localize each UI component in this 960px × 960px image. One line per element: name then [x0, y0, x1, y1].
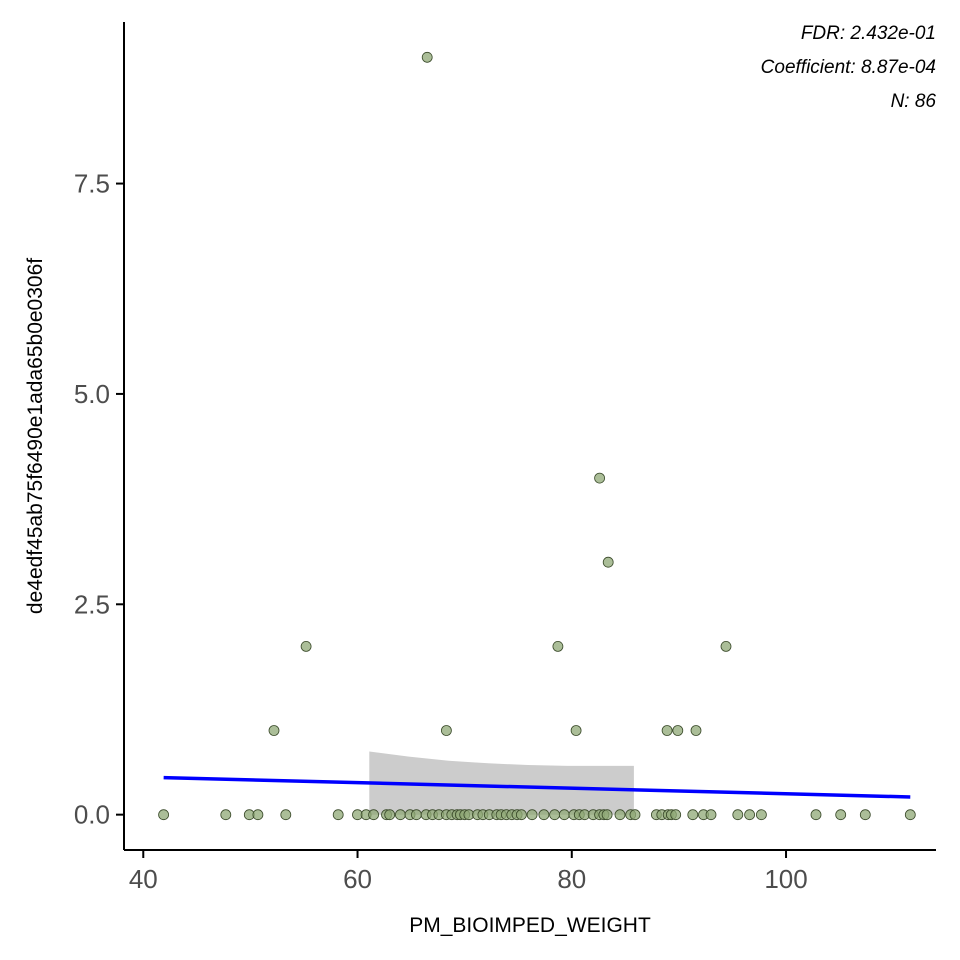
data-point [661, 725, 673, 736]
data-point [629, 809, 641, 821]
data-point [384, 809, 396, 821]
data-point [268, 725, 280, 736]
stat-fdr: FDR: 2.432e-01 [801, 23, 936, 44]
y-tick-label: 5.0 [74, 379, 110, 409]
stat-n: N: 86 [891, 91, 937, 112]
data-point [252, 809, 264, 821]
data-point [602, 556, 614, 568]
data-point [516, 809, 527, 821]
fit-line-layer [163, 775, 911, 799]
data-point [670, 809, 682, 821]
data-point [705, 809, 717, 821]
x-tick-label: 80 [557, 864, 586, 894]
data-point [756, 809, 767, 821]
data-point [440, 725, 452, 736]
data-point [835, 809, 847, 821]
data-point [570, 725, 582, 736]
data-point [594, 472, 605, 484]
x-axis-title: PM_BIOIMPED_WEIGHT [409, 914, 651, 937]
data-point [904, 809, 916, 821]
data-point [687, 809, 699, 821]
data-point [410, 809, 422, 821]
x-tick-label: 40 [129, 864, 158, 894]
data-point [672, 725, 684, 736]
data-point [614, 809, 626, 821]
y-axis-ticks: 0.0 2.5 5.0 7.5 [74, 169, 124, 830]
y-tick-label: 2.5 [74, 589, 110, 619]
data-point [220, 809, 232, 821]
confidence-band [369, 751, 634, 815]
data-point [859, 809, 871, 821]
regression-line [163, 775, 911, 799]
y-tick-label: 0.0 [74, 800, 110, 830]
data-point [732, 809, 744, 821]
y-tick-label: 7.5 [74, 169, 110, 199]
data-point [549, 809, 560, 821]
data-point [280, 809, 292, 821]
data-point [690, 725, 702, 736]
data-point [744, 809, 755, 821]
data-point [158, 809, 170, 821]
data-point [332, 809, 344, 821]
ci-band-layer [369, 751, 634, 815]
data-point [601, 809, 613, 821]
data-point [368, 809, 380, 821]
data-point [552, 641, 564, 652]
y-axis-title: de4edf45ab75f6490e1ada65b0e0306f [24, 258, 47, 614]
data-point [810, 809, 822, 821]
data-point [394, 809, 406, 821]
data-point [421, 51, 433, 63]
x-tick-label: 100 [764, 864, 807, 894]
points-layer [158, 51, 916, 821]
data-point [720, 641, 732, 652]
data-point [538, 809, 550, 821]
x-axis-ticks: 40 60 80 100 [129, 850, 808, 894]
data-point [300, 641, 312, 652]
data-point [558, 809, 570, 821]
stat-coefficient: Coefficient: 8.87e-04 [761, 57, 936, 78]
data-point [526, 809, 538, 821]
x-tick-label: 60 [343, 864, 372, 894]
